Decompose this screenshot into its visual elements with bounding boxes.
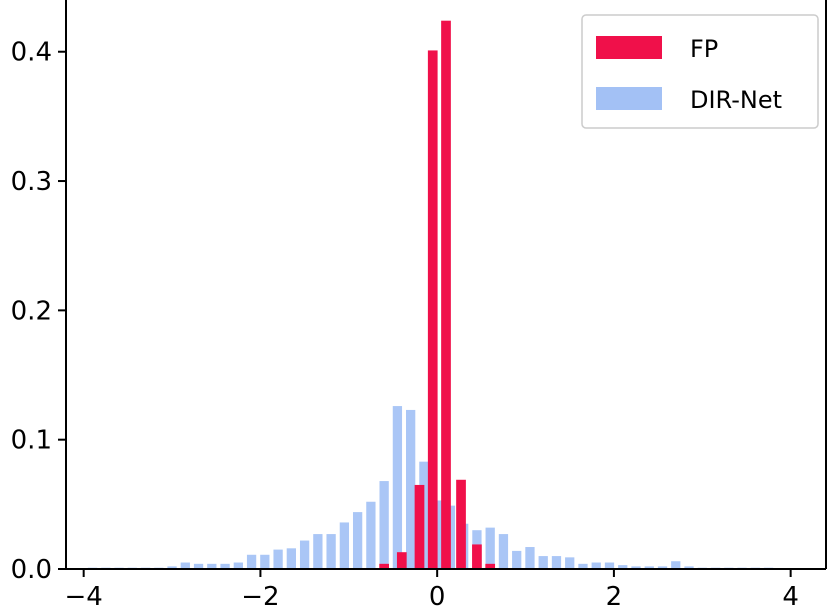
bar-fp (396, 552, 407, 569)
y-tick-label: 0.1 (11, 426, 52, 456)
bar-dir-net (604, 562, 615, 569)
axes-frame (65, 0, 827, 570)
bar-dir-net (631, 566, 641, 569)
x-tick-label: −2 (241, 582, 279, 612)
bar-dir-net (299, 540, 310, 569)
bar-dir-net (551, 556, 562, 569)
y-tick-label: 0.2 (11, 296, 52, 326)
bar-dir-net (167, 566, 177, 569)
bar-dir-net (193, 563, 204, 569)
y-tick-label: 0.4 (11, 38, 52, 68)
bar-dir-net (538, 556, 548, 569)
bar-fp (456, 479, 466, 569)
bar-dir-net (525, 547, 535, 569)
bar-dir-net (406, 409, 416, 569)
bar-dir-net (591, 562, 601, 569)
bar-dir-net (379, 481, 389, 569)
legend-label-fp: FP (690, 35, 718, 63)
bar-dir-net (366, 501, 376, 569)
legend-swatch-dir-net (596, 87, 662, 110)
x-tick-label: 2 (606, 582, 623, 612)
bar-dir-net (233, 562, 243, 569)
bar-fp (441, 20, 451, 569)
bar-dir-net (260, 554, 270, 569)
y-axis-ticks: 0.0 0.1 0.2 0.3 0.4 (11, 38, 66, 585)
legend-label-dir-net: DIR-Net (690, 86, 782, 114)
bar-dir-net (273, 549, 283, 569)
bar-dir-net (578, 563, 588, 569)
x-tick-label: 0 (429, 582, 446, 612)
y-tick-label: 0.0 (11, 555, 52, 585)
x-axis-ticks: −4 −2 0 2 4 (65, 569, 799, 612)
bar-dir-net (339, 522, 350, 569)
bar-fp (414, 484, 425, 569)
bar-dir-net (220, 563, 230, 569)
bar-dir-net (326, 534, 336, 569)
bar-dir-net (207, 563, 217, 569)
bar-dir-net (313, 534, 323, 569)
x-tick-label: 4 (782, 582, 799, 612)
bar-dir-net (352, 512, 363, 569)
fp-bars (379, 20, 496, 570)
bar-fp (472, 544, 482, 569)
legend: FP DIR-Net (581, 14, 819, 129)
bar-dir-net (684, 566, 694, 569)
bar-dir-net (485, 527, 495, 569)
bar-dir-net (618, 565, 628, 569)
bar-fp (427, 50, 438, 570)
bar-dir-net (246, 554, 257, 569)
y-tick-label: 0.3 (11, 167, 52, 197)
bar-dir-net (286, 548, 296, 569)
bar-fp (485, 563, 496, 569)
bar-dir-net (512, 550, 522, 569)
bar-dir-net (392, 406, 403, 569)
bar-dir-net (565, 557, 575, 569)
bar-dir-net (657, 566, 668, 569)
bar-dir-net (180, 562, 190, 569)
bar-dir-net (644, 566, 654, 569)
x-tick-label: −4 (65, 582, 103, 612)
bar-fp (379, 563, 389, 569)
bar-dir-net (671, 561, 681, 569)
legend-swatch-fp (596, 36, 662, 59)
bar-dir-net (498, 534, 509, 569)
